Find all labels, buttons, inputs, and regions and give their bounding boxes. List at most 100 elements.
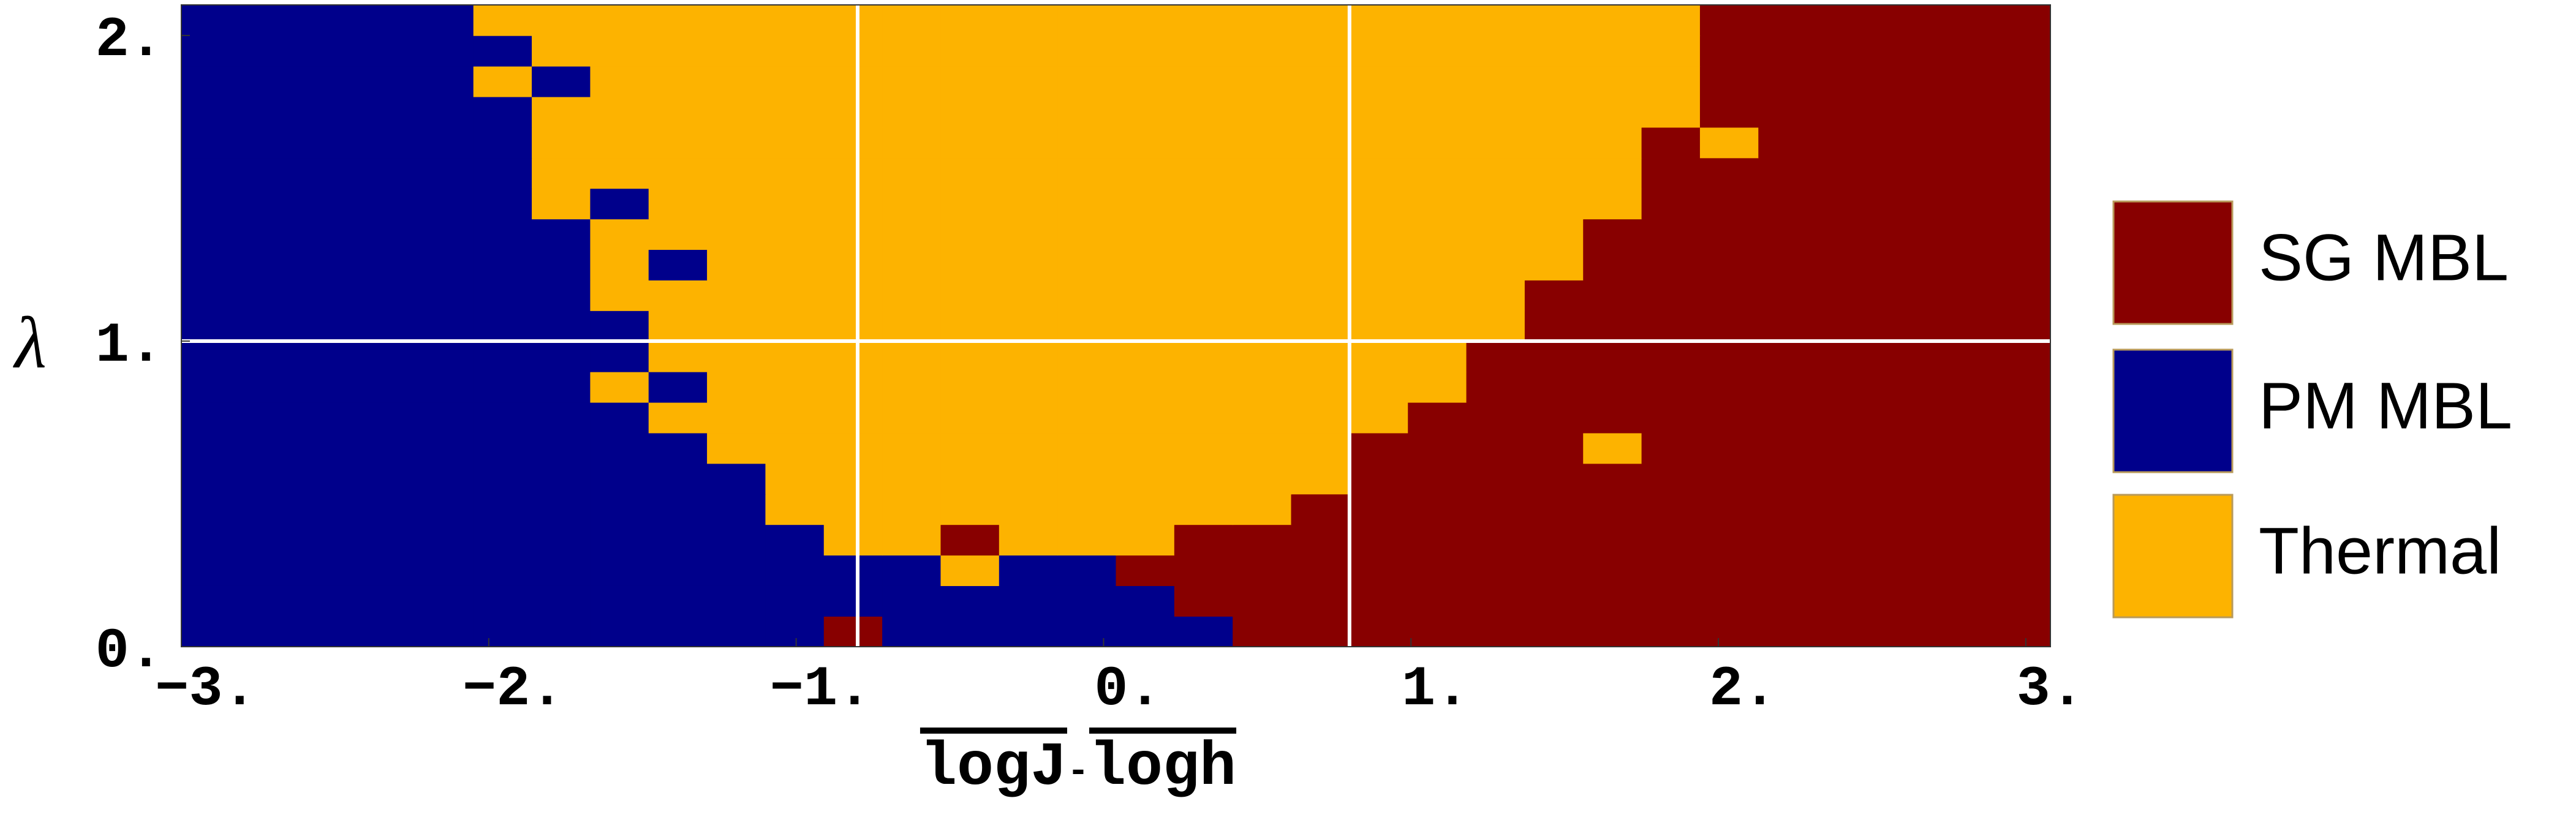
heatmap-cell — [415, 35, 474, 67]
heatmap-cell — [181, 494, 241, 525]
heatmap-cell — [1116, 555, 1175, 586]
heatmap-cell — [648, 310, 708, 342]
heatmap-cell — [1349, 5, 1409, 36]
heatmap-cell — [823, 66, 883, 97]
heatmap-cell — [298, 157, 357, 189]
heatmap-cell — [1466, 402, 1525, 434]
heatmap-cell — [415, 555, 474, 586]
heatmap-cell — [940, 371, 1000, 403]
heatmap-cell — [823, 5, 883, 36]
heatmap-cell — [1057, 219, 1117, 250]
heatmap-cell — [590, 524, 649, 556]
heatmap-cell — [1408, 616, 1467, 647]
heatmap-cell — [1466, 66, 1525, 97]
heatmap-cell — [823, 524, 883, 556]
heatmap-cell — [1933, 66, 1993, 97]
heatmap-cell — [357, 402, 416, 434]
heatmap-cell — [1583, 35, 1642, 67]
heatmap-cell — [707, 463, 766, 495]
heatmap-cell — [181, 402, 241, 434]
heatmap-cell — [707, 249, 766, 280]
heatmap-cell — [1116, 35, 1175, 67]
heatmap-cell — [1758, 585, 1818, 617]
heatmap-cell — [765, 494, 825, 525]
heatmap-cell — [1699, 524, 1759, 556]
heatmap-cell — [1875, 585, 1935, 617]
heatmap-cell — [999, 340, 1058, 372]
heatmap-cell — [1291, 249, 1350, 280]
plot-frame — [181, 4, 2051, 647]
heatmap-cell — [707, 127, 766, 159]
heatmap-cell — [357, 249, 416, 280]
heatmap-cell — [707, 555, 766, 586]
heatmap-cell — [357, 494, 416, 525]
heatmap-cell — [1408, 463, 1467, 495]
heatmap-cell — [1408, 127, 1467, 159]
heatmap-cell — [648, 585, 708, 617]
heatmap-cell — [1992, 585, 2051, 617]
heatmap-cell — [240, 35, 299, 67]
heatmap-cell — [1816, 66, 1876, 97]
heatmap-cell — [298, 402, 357, 434]
heatmap-cell — [1291, 463, 1350, 495]
heatmap-cell — [1758, 463, 1818, 495]
heatmap-cell — [1349, 249, 1409, 280]
heatmap-cell — [1524, 249, 1584, 280]
heatmap-cell — [240, 66, 299, 97]
heatmap-cell — [1291, 96, 1350, 128]
heatmap-cell — [473, 432, 532, 464]
heatmap-cell — [298, 310, 357, 342]
y-tick-label: 2. — [96, 8, 163, 72]
heatmap-cell — [473, 280, 532, 311]
heatmap-cell — [473, 402, 532, 434]
heatmap-cell — [298, 66, 357, 97]
legend-swatch — [2112, 200, 2234, 325]
heatmap-cells — [181, 5, 2051, 647]
heatmap-cell — [1116, 402, 1175, 434]
heatmap-cell — [1933, 127, 1993, 159]
heatmap-cell — [1699, 219, 1759, 250]
heatmap-cell — [1875, 188, 1935, 220]
heatmap-cell — [1116, 524, 1175, 556]
heatmap-cell — [1641, 127, 1701, 159]
heatmap-cell — [1816, 249, 1876, 280]
heatmap-cell — [765, 96, 825, 128]
heatmap-cell — [1057, 371, 1117, 403]
heatmap-cell — [1057, 35, 1117, 67]
heatmap-cell — [882, 585, 942, 617]
heatmap-cell — [940, 524, 1000, 556]
heatmap-cell — [940, 35, 1000, 67]
heatmap-cell — [1816, 280, 1876, 311]
heatmap-cell — [590, 494, 649, 525]
heatmap-cell — [240, 188, 299, 220]
heatmap-cell — [1583, 249, 1642, 280]
heatmap-cell — [765, 524, 825, 556]
heatmap-cell — [1875, 524, 1935, 556]
heatmap-cell — [1583, 188, 1642, 220]
heatmap-cell — [590, 463, 649, 495]
heatmap-cell — [1933, 219, 1993, 250]
heatmap-cell — [1699, 188, 1759, 220]
heatmap-cell — [1174, 5, 1233, 36]
heatmap-cell — [882, 340, 942, 372]
heatmap-cell — [823, 340, 883, 372]
heatmap-cell — [1933, 524, 1993, 556]
heatmap-cell — [1524, 371, 1584, 403]
x-tick-label: 1. — [1402, 657, 1469, 721]
heatmap-cell — [1466, 5, 1525, 36]
heatmap-cell — [240, 249, 299, 280]
heatmap-cell — [1116, 5, 1175, 36]
heatmap-cell — [707, 494, 766, 525]
heatmap-cell — [532, 5, 591, 36]
heatmap-cell — [999, 157, 1058, 189]
heatmap-cell — [1875, 432, 1935, 464]
heatmap-cell — [1758, 310, 1818, 342]
heatmap-cell — [765, 371, 825, 403]
heatmap-cell — [1291, 524, 1350, 556]
heatmap-cell — [823, 310, 883, 342]
heatmap-cell — [1699, 310, 1759, 342]
heatmap-cell — [1816, 310, 1876, 342]
heatmap-cell — [765, 402, 825, 434]
heatmap-cell — [1291, 35, 1350, 67]
heatmap-cell — [1699, 555, 1759, 586]
